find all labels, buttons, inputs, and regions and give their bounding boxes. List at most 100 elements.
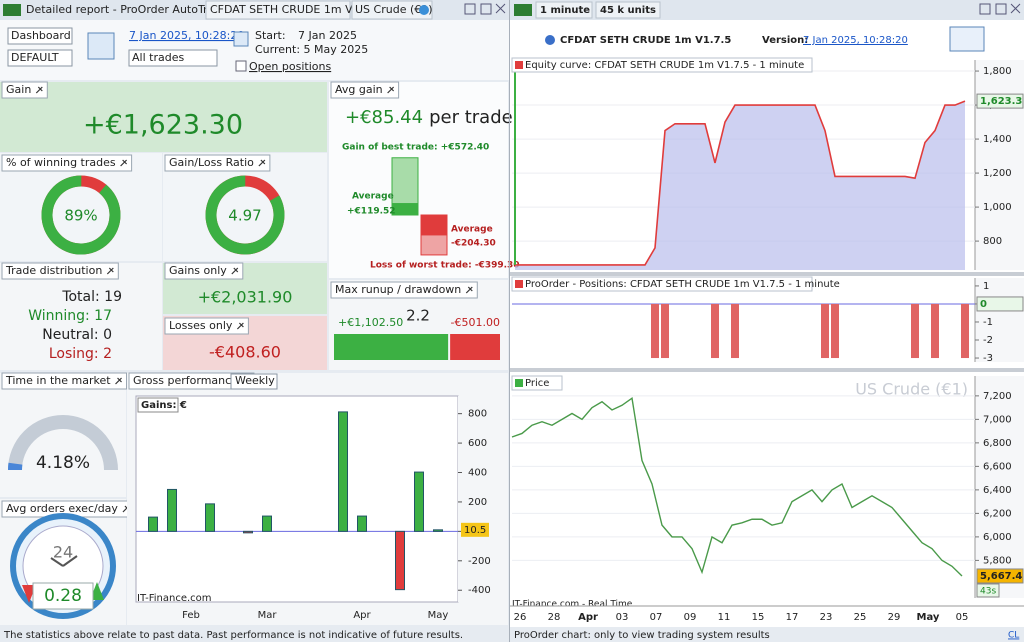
bar	[148, 516, 158, 532]
label: Average	[352, 192, 394, 202]
pin-icon[interactable]	[465, 286, 473, 294]
date-link[interactable]: 7 Jan 2025, 10:28:20	[129, 29, 244, 42]
maximize-button[interactable]	[480, 3, 492, 15]
dropdown[interactable]	[595, 1, 661, 19]
x-tick-label: 09	[684, 612, 697, 623]
dropdown-label[interactable]: Dashboard	[11, 29, 71, 42]
dropdown-label[interactable]: 1 minute	[540, 5, 590, 16]
plot-area	[135, 395, 459, 603]
position-bar	[961, 303, 969, 359]
x-tick-label: 11	[718, 612, 731, 623]
bar	[205, 503, 215, 532]
checkbox[interactable]	[235, 60, 247, 72]
version-link[interactable]: 7 Jan 2025, 10:28:20	[803, 35, 908, 46]
panel-header	[511, 276, 813, 292]
checkbox-label[interactable]: Open positions	[249, 60, 331, 73]
header	[510, 20, 1024, 56]
y-tick-label: 400	[468, 468, 487, 479]
y-tick-label: 6,800	[983, 438, 1012, 449]
donut-arc	[41, 175, 121, 255]
y-tick-label: 800	[983, 236, 1002, 247]
panel-title: Avg gain	[335, 83, 383, 96]
dropdown[interactable]	[230, 373, 278, 390]
settings-icon[interactable]	[87, 32, 115, 60]
source-label: IT-Finance.com - Real Time	[512, 600, 633, 610]
panel-title: % of winning trades	[6, 156, 116, 169]
maximize-button[interactable]	[995, 3, 1007, 15]
dropdown[interactable]	[535, 1, 593, 19]
label-box	[137, 397, 179, 413]
panel-tab	[164, 317, 249, 335]
avg-loss-bar	[421, 215, 447, 236]
bar	[433, 529, 443, 532]
panel-title: Avg orders exec/day	[6, 502, 118, 515]
position-bar	[711, 303, 719, 359]
system-name: CFDAT SETH CRUDE 1m V1.7.5	[560, 35, 731, 46]
legend-swatch	[515, 61, 523, 69]
toolbar	[0, 20, 509, 80]
avg-gain-unit: per trade	[429, 107, 513, 128]
y-tick-label: 200	[468, 497, 487, 508]
plot-axis	[458, 396, 506, 602]
minimize-button[interactable]	[979, 3, 991, 15]
x-tick-label: 25	[854, 612, 867, 623]
dropdown-label[interactable]: DEFAULT	[11, 51, 59, 64]
tab[interactable]	[351, 0, 433, 20]
disclaimer: The statistics above relate to past data…	[3, 630, 463, 641]
separator	[510, 368, 1024, 372]
tab-label[interactable]: CFDAT SETH CRUDE 1m V1.7.5	[210, 3, 381, 16]
gain-value: +€1,623.30	[83, 110, 243, 141]
y-tick-label: 1,800	[983, 66, 1012, 77]
y-tick-label: -200	[468, 556, 491, 567]
dropdown-label[interactable]: All trades	[132, 51, 184, 64]
footer-note: ProOrder chart: only to view trading sys…	[514, 630, 770, 641]
y-tick-label: -3	[983, 353, 993, 364]
dropdown[interactable]	[128, 49, 218, 67]
pin-icon[interactable]	[236, 322, 244, 330]
label: Start:	[255, 29, 286, 42]
countdown: 43s	[980, 586, 996, 596]
last-value-box	[461, 522, 489, 537]
pin-icon[interactable]	[115, 377, 122, 385]
x-tick-label: May	[428, 610, 449, 621]
label: Total: 19	[61, 289, 122, 305]
label: Current: 5 May 2025	[255, 43, 368, 56]
pin-icon[interactable]	[106, 267, 114, 275]
dropdown[interactable]	[7, 27, 73, 45]
pin-icon[interactable]	[35, 86, 43, 94]
price-line	[511, 396, 963, 577]
panel-title: Gross performance	[133, 374, 238, 387]
tab-label[interactable]: US Crude (€1)	[355, 3, 433, 16]
position-bar	[731, 303, 739, 359]
panel-tab	[1, 154, 133, 172]
pin-icon[interactable]	[387, 86, 395, 94]
avg-gain-value: +€85.44	[345, 107, 423, 128]
dropdown-label[interactable]: 45 k units	[600, 5, 656, 16]
close-button[interactable]	[495, 3, 506, 14]
close-button[interactable]	[1010, 3, 1021, 14]
x-tick-label: 29	[888, 612, 901, 623]
panel-title: Max runup / drawdown	[335, 283, 461, 296]
bar	[414, 471, 424, 532]
panel-tab	[164, 154, 271, 172]
bar	[167, 488, 177, 532]
label: Average	[451, 225, 493, 235]
avg-win: +€119.52	[347, 207, 396, 217]
pin-icon[interactable]	[258, 159, 266, 167]
countdown-box	[976, 583, 1000, 598]
legend-swatch	[515, 379, 523, 387]
tab[interactable]	[205, 0, 351, 20]
label: 2.2	[406, 307, 430, 325]
minimize-button[interactable]	[464, 3, 476, 15]
x-tick-label: 23	[820, 612, 833, 623]
pin-icon[interactable]	[120, 159, 128, 167]
pin-icon[interactable]	[231, 267, 239, 275]
dropdown[interactable]	[7, 49, 73, 67]
report-icon[interactable]	[949, 26, 985, 52]
dropdown-label[interactable]: Weekly	[235, 374, 275, 387]
y-tick-label: 1,200	[983, 168, 1012, 179]
drawdown-bar	[450, 334, 500, 360]
last-value-label: 1,623.3	[980, 96, 1022, 107]
app-icon	[3, 4, 21, 16]
label: -€501.00	[451, 316, 500, 329]
